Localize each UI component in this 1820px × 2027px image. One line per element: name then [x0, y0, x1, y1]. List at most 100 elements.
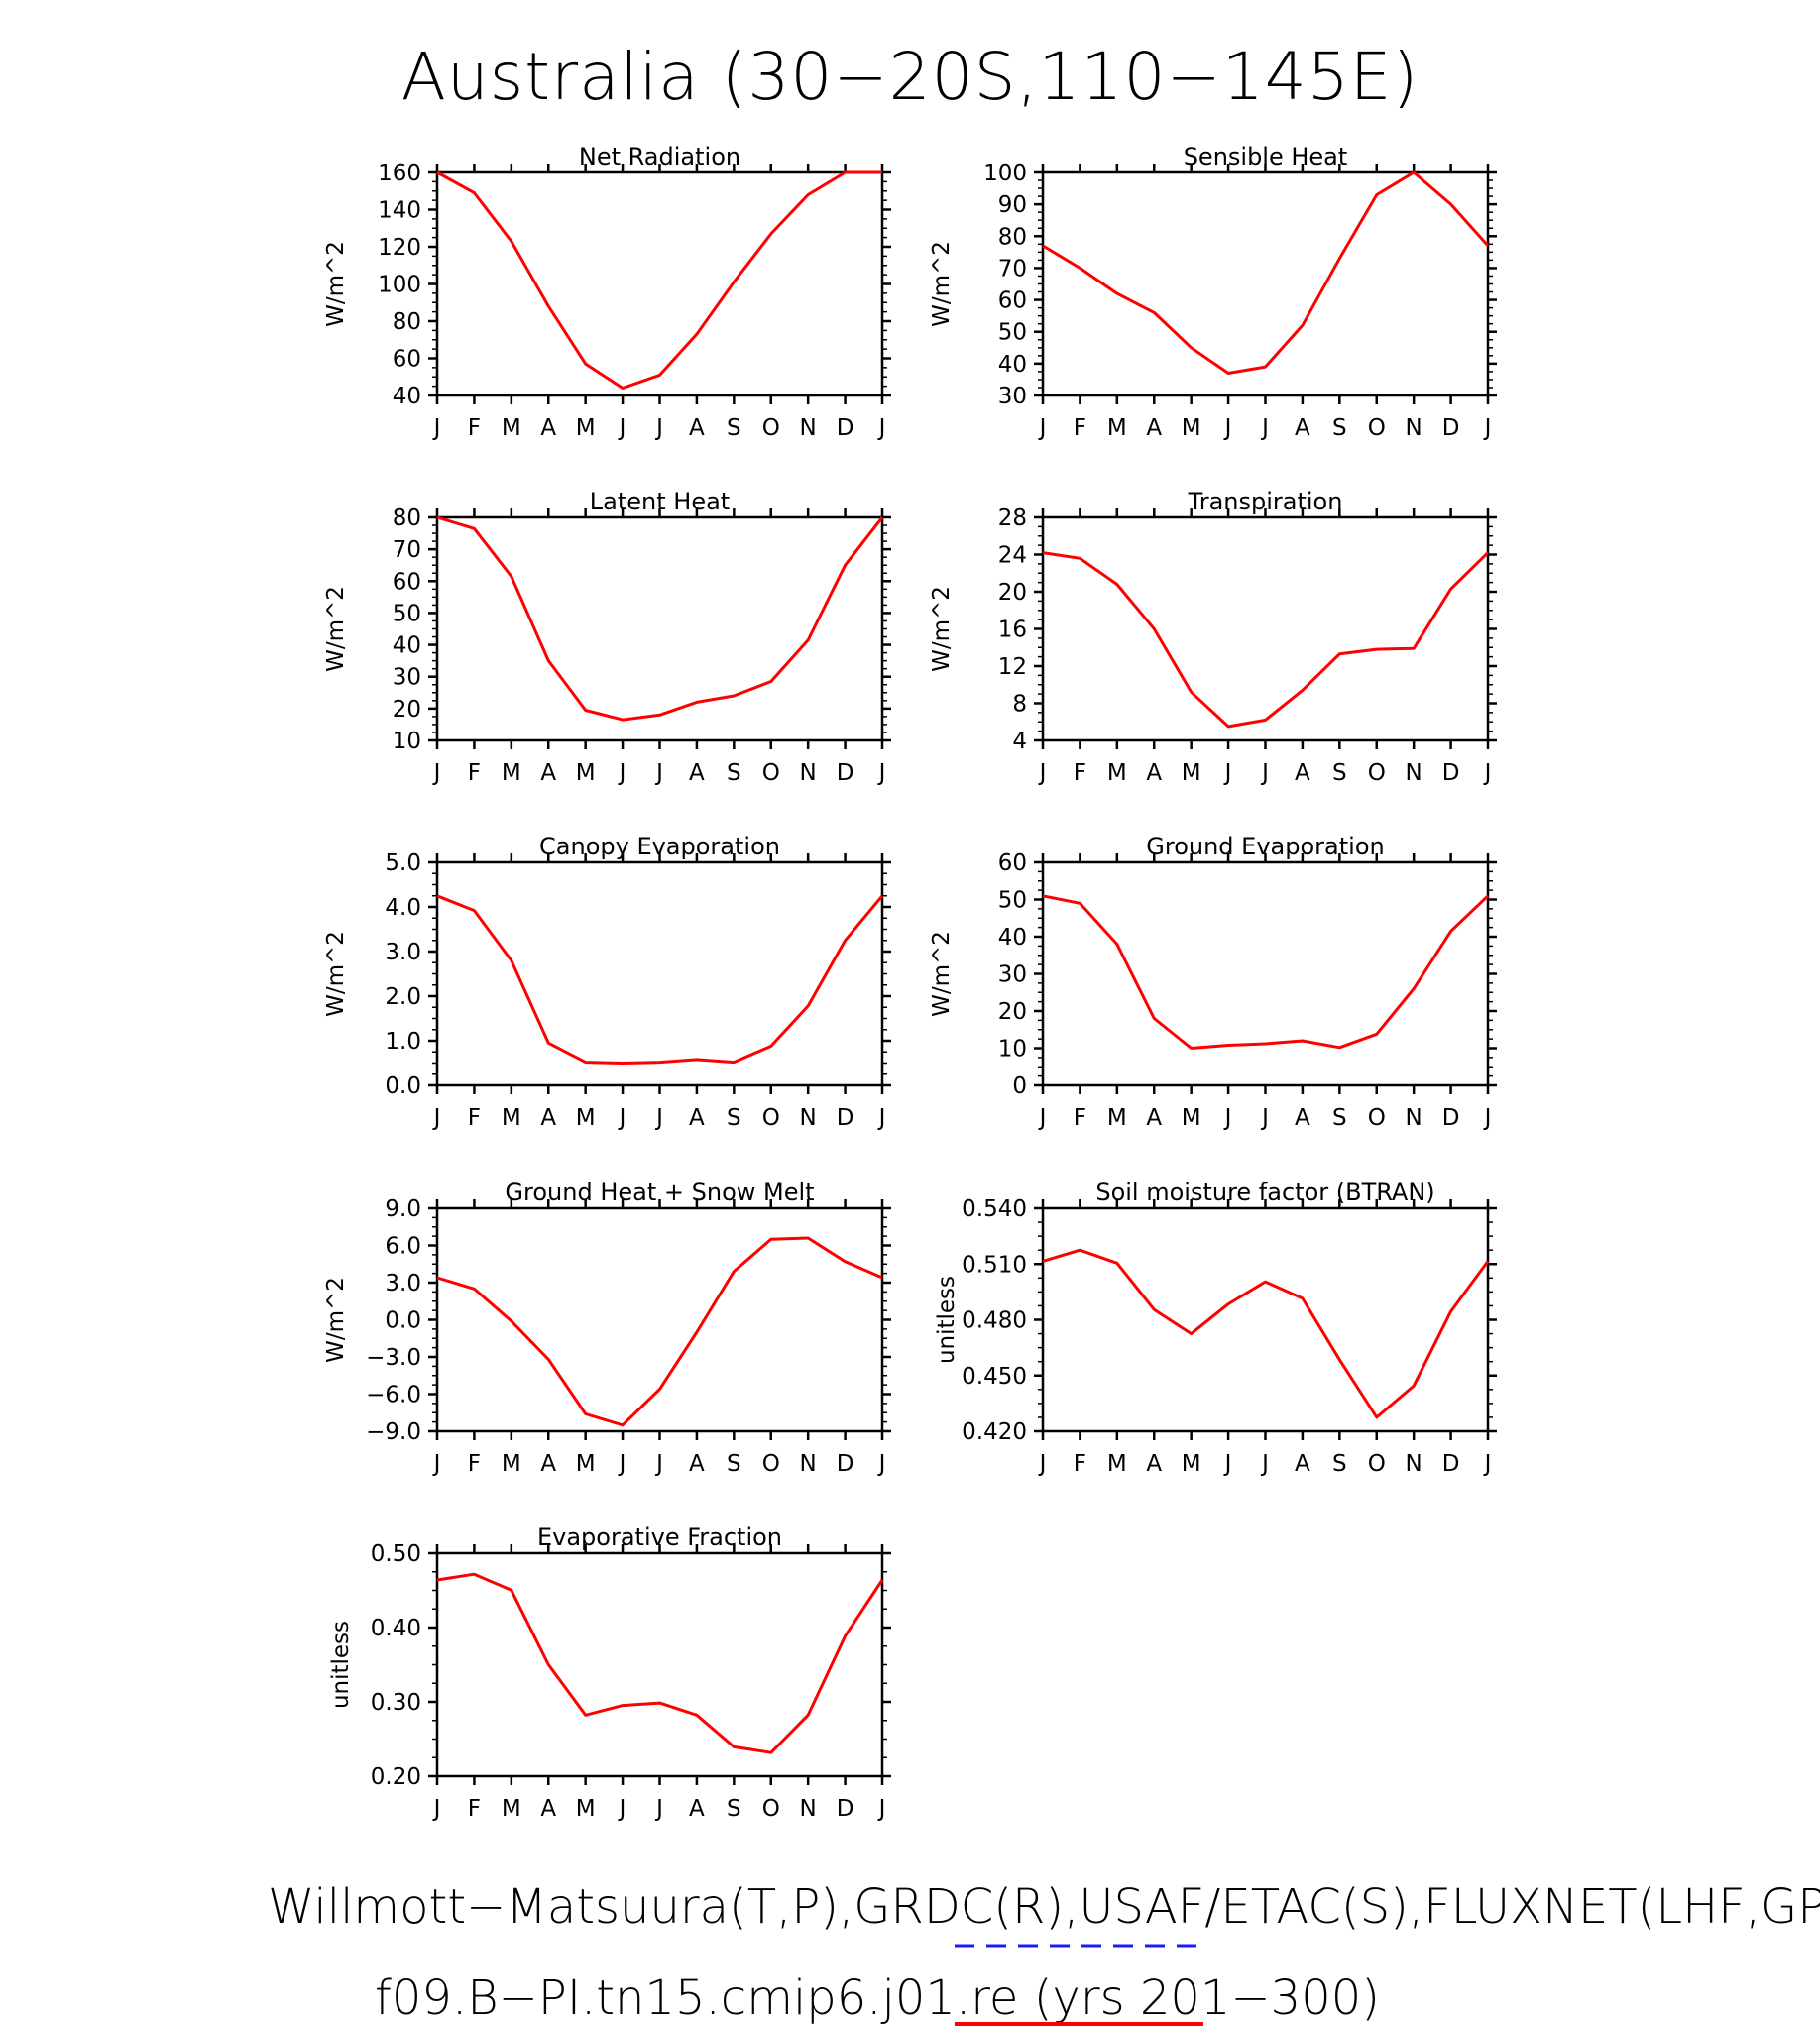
x-tick-label: J — [1483, 1451, 1492, 1477]
x-tick-label: N — [1406, 415, 1422, 441]
x-tick-label: J — [1260, 1451, 1269, 1477]
x-tick-label: A — [540, 415, 556, 441]
panel-soil-moisture-factor-btran: Soil moisture factor (BTRAN)J F M A M J J A S O N D… — [934, 1179, 1497, 1477]
y-tick-label: 50 — [998, 320, 1027, 346]
x-tick-label: A — [1295, 1105, 1310, 1131]
x-tick-label: J — [618, 1451, 626, 1477]
x-tick-label: N — [1406, 760, 1422, 786]
x-tick-label: O — [762, 1451, 780, 1477]
y-tick-label: 70 — [998, 256, 1027, 282]
x-tick-label: M — [1107, 760, 1127, 786]
x-tick-label: J — [1038, 1451, 1047, 1477]
x-tick-label: N — [800, 1796, 817, 1822]
y-tick-label: 70 — [393, 537, 421, 563]
y-tick-label: 5.0 — [385, 850, 421, 876]
x-tick-label: A — [1295, 1451, 1310, 1477]
x-tick-label: S — [1332, 760, 1347, 786]
x-tick-label: J — [1223, 1451, 1232, 1477]
x-tick-label: A — [689, 1105, 705, 1131]
y-tick-label: 20 — [998, 999, 1027, 1025]
x-tick-label: J — [1223, 760, 1232, 786]
x-tick-label: J — [1260, 415, 1269, 441]
y-tick-label: 100 — [983, 161, 1027, 186]
y-tick-label: 80 — [393, 506, 421, 531]
x-tick-label: N — [1406, 1105, 1422, 1131]
x-tick-label: O — [1368, 1105, 1386, 1131]
x-tick-label: J — [654, 760, 663, 786]
x-tick-label: F — [468, 415, 481, 441]
x-tick-label: J — [618, 1105, 626, 1131]
x-tick-label: J — [1223, 1105, 1232, 1131]
x-tick-label: A — [1295, 415, 1310, 441]
y-tick-label: 4.0 — [385, 895, 421, 921]
y-tick-label: 0.450 — [962, 1364, 1027, 1390]
x-tick-label: J — [877, 415, 886, 441]
plot-frame — [1041, 860, 1490, 1087]
y-axis-label: unitless — [328, 1621, 354, 1709]
plot-frame — [435, 170, 884, 397]
y-tick-label: 30 — [998, 384, 1027, 409]
x-tick-label: J — [877, 1451, 886, 1477]
y-tick-label: −9.0 — [366, 1419, 421, 1445]
y-tick-label: 9.0 — [385, 1196, 421, 1222]
x-tick-label: S — [727, 1451, 741, 1477]
x-tick-label: J — [1483, 760, 1492, 786]
y-tick-label: 40 — [998, 925, 1027, 951]
x-tick-label: S — [1332, 415, 1347, 441]
x-tick-label: F — [468, 760, 481, 786]
y-tick-label: 0.0 — [385, 1308, 421, 1334]
x-tick-label: N — [800, 1451, 817, 1477]
y-tick-label: 0.480 — [962, 1308, 1027, 1334]
y-tick-label: 4 — [1012, 729, 1027, 754]
x-tick-label: S — [1332, 1451, 1347, 1477]
x-tick-label: M — [576, 415, 596, 441]
y-tick-label: −3.0 — [366, 1345, 421, 1371]
series-line — [436, 894, 884, 1065]
x-tick-label: M — [576, 1796, 596, 1822]
x-tick-label: F — [1074, 415, 1086, 441]
x-tick-label: M — [1182, 415, 1201, 441]
x-tick-label: A — [540, 1451, 556, 1477]
series-line — [1042, 894, 1490, 1050]
x-tick-label: M — [1107, 415, 1127, 441]
x-tick-label: J — [1038, 760, 1047, 786]
y-tick-label: 12 — [998, 654, 1027, 680]
x-tick-label: J — [877, 1796, 886, 1822]
x-tick-label: J — [654, 1105, 663, 1131]
x-tick-label: J — [432, 1451, 441, 1477]
x-tick-label: J — [654, 415, 663, 441]
y-tick-label: 160 — [378, 161, 421, 186]
x-tick-label: F — [468, 1796, 481, 1822]
y-tick-label: 60 — [393, 347, 421, 373]
x-tick-label: A — [689, 415, 705, 441]
y-tick-label: 30 — [998, 962, 1027, 988]
y-tick-label: 20 — [393, 697, 421, 723]
y-tick-label: 40 — [998, 352, 1027, 378]
x-tick-label: D — [837, 760, 854, 786]
y-tick-label: 30 — [393, 665, 421, 691]
x-tick-label: S — [727, 415, 741, 441]
x-tick-label: A — [689, 1451, 705, 1477]
x-tick-label: J — [1223, 415, 1232, 441]
x-tick-label: A — [1146, 415, 1162, 441]
x-tick-label: M — [502, 1796, 521, 1822]
x-tick-label: O — [1368, 760, 1386, 786]
x-tick-label: D — [837, 1796, 854, 1822]
y-axis-label: W/m^2 — [929, 586, 955, 672]
y-tick-label: 0.40 — [371, 1616, 421, 1641]
y-axis-label: W/m^2 — [323, 1277, 349, 1363]
x-tick-label: O — [762, 1105, 780, 1131]
x-tick-label: D — [1442, 760, 1460, 786]
y-tick-label: 0.20 — [371, 1764, 421, 1790]
x-tick-label: A — [1146, 760, 1162, 786]
x-tick-label: J — [654, 1796, 663, 1822]
plot-frame — [435, 515, 884, 742]
x-tick-label: S — [727, 760, 741, 786]
x-tick-label: F — [1074, 760, 1086, 786]
x-tick-label: N — [1406, 1451, 1422, 1477]
